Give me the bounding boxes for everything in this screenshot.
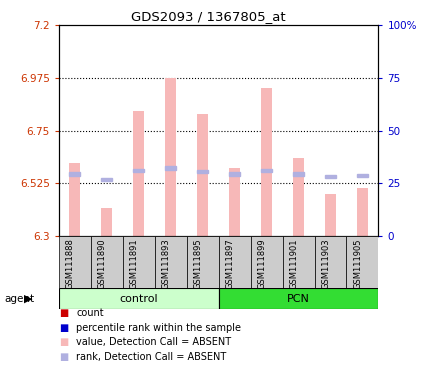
Text: count: count [76, 308, 104, 318]
Text: percentile rank within the sample: percentile rank within the sample [76, 323, 240, 333]
Bar [101, 178, 112, 181]
Bar [101, 208, 112, 236]
Bar [228, 168, 240, 236]
Bar [292, 157, 303, 236]
Text: GSM111899: GSM111899 [257, 238, 266, 289]
Bar [260, 169, 272, 172]
Bar [91, 236, 122, 288]
Text: GSM111897: GSM111897 [225, 238, 234, 289]
Bar [250, 236, 282, 288]
Bar [69, 164, 80, 236]
Text: ▶: ▶ [24, 293, 33, 304]
Bar [59, 288, 218, 309]
Bar [346, 236, 378, 288]
Text: ■: ■ [59, 352, 68, 362]
Bar [197, 114, 208, 236]
Bar [356, 188, 367, 236]
Bar [164, 166, 176, 170]
Text: agent: agent [4, 293, 34, 304]
Bar [133, 111, 144, 236]
Bar [122, 236, 155, 288]
Text: ■: ■ [59, 308, 68, 318]
Bar [282, 236, 314, 288]
Text: GSM111890: GSM111890 [98, 238, 106, 289]
Bar [260, 88, 272, 236]
Text: ■: ■ [59, 337, 68, 347]
Text: GSM111905: GSM111905 [353, 238, 362, 289]
Bar [324, 194, 335, 236]
Text: rank, Detection Call = ABSENT: rank, Detection Call = ABSENT [76, 352, 226, 362]
Text: ■: ■ [59, 323, 68, 333]
Bar [228, 172, 240, 176]
Text: value, Detection Call = ABSENT: value, Detection Call = ABSENT [76, 337, 231, 347]
Text: PCN: PCN [286, 293, 309, 304]
Bar [197, 170, 208, 174]
Bar [69, 172, 80, 176]
Text: control: control [119, 293, 158, 304]
Bar [186, 236, 218, 288]
Text: GSM111888: GSM111888 [66, 238, 75, 289]
Bar [164, 78, 176, 236]
Bar [59, 236, 91, 288]
Text: GSM111893: GSM111893 [161, 238, 170, 289]
Bar [324, 175, 335, 178]
Bar [133, 169, 144, 172]
Bar [356, 174, 367, 177]
Bar [292, 172, 303, 176]
Text: GSM111903: GSM111903 [321, 238, 330, 289]
Text: GDS2093 / 1367805_at: GDS2093 / 1367805_at [131, 10, 286, 23]
Text: GSM111901: GSM111901 [289, 238, 298, 289]
Bar [218, 288, 378, 309]
Bar [155, 236, 186, 288]
Bar [218, 236, 250, 288]
Text: GSM111895: GSM111895 [193, 238, 202, 289]
Bar [314, 236, 345, 288]
Text: GSM111891: GSM111891 [129, 238, 138, 289]
